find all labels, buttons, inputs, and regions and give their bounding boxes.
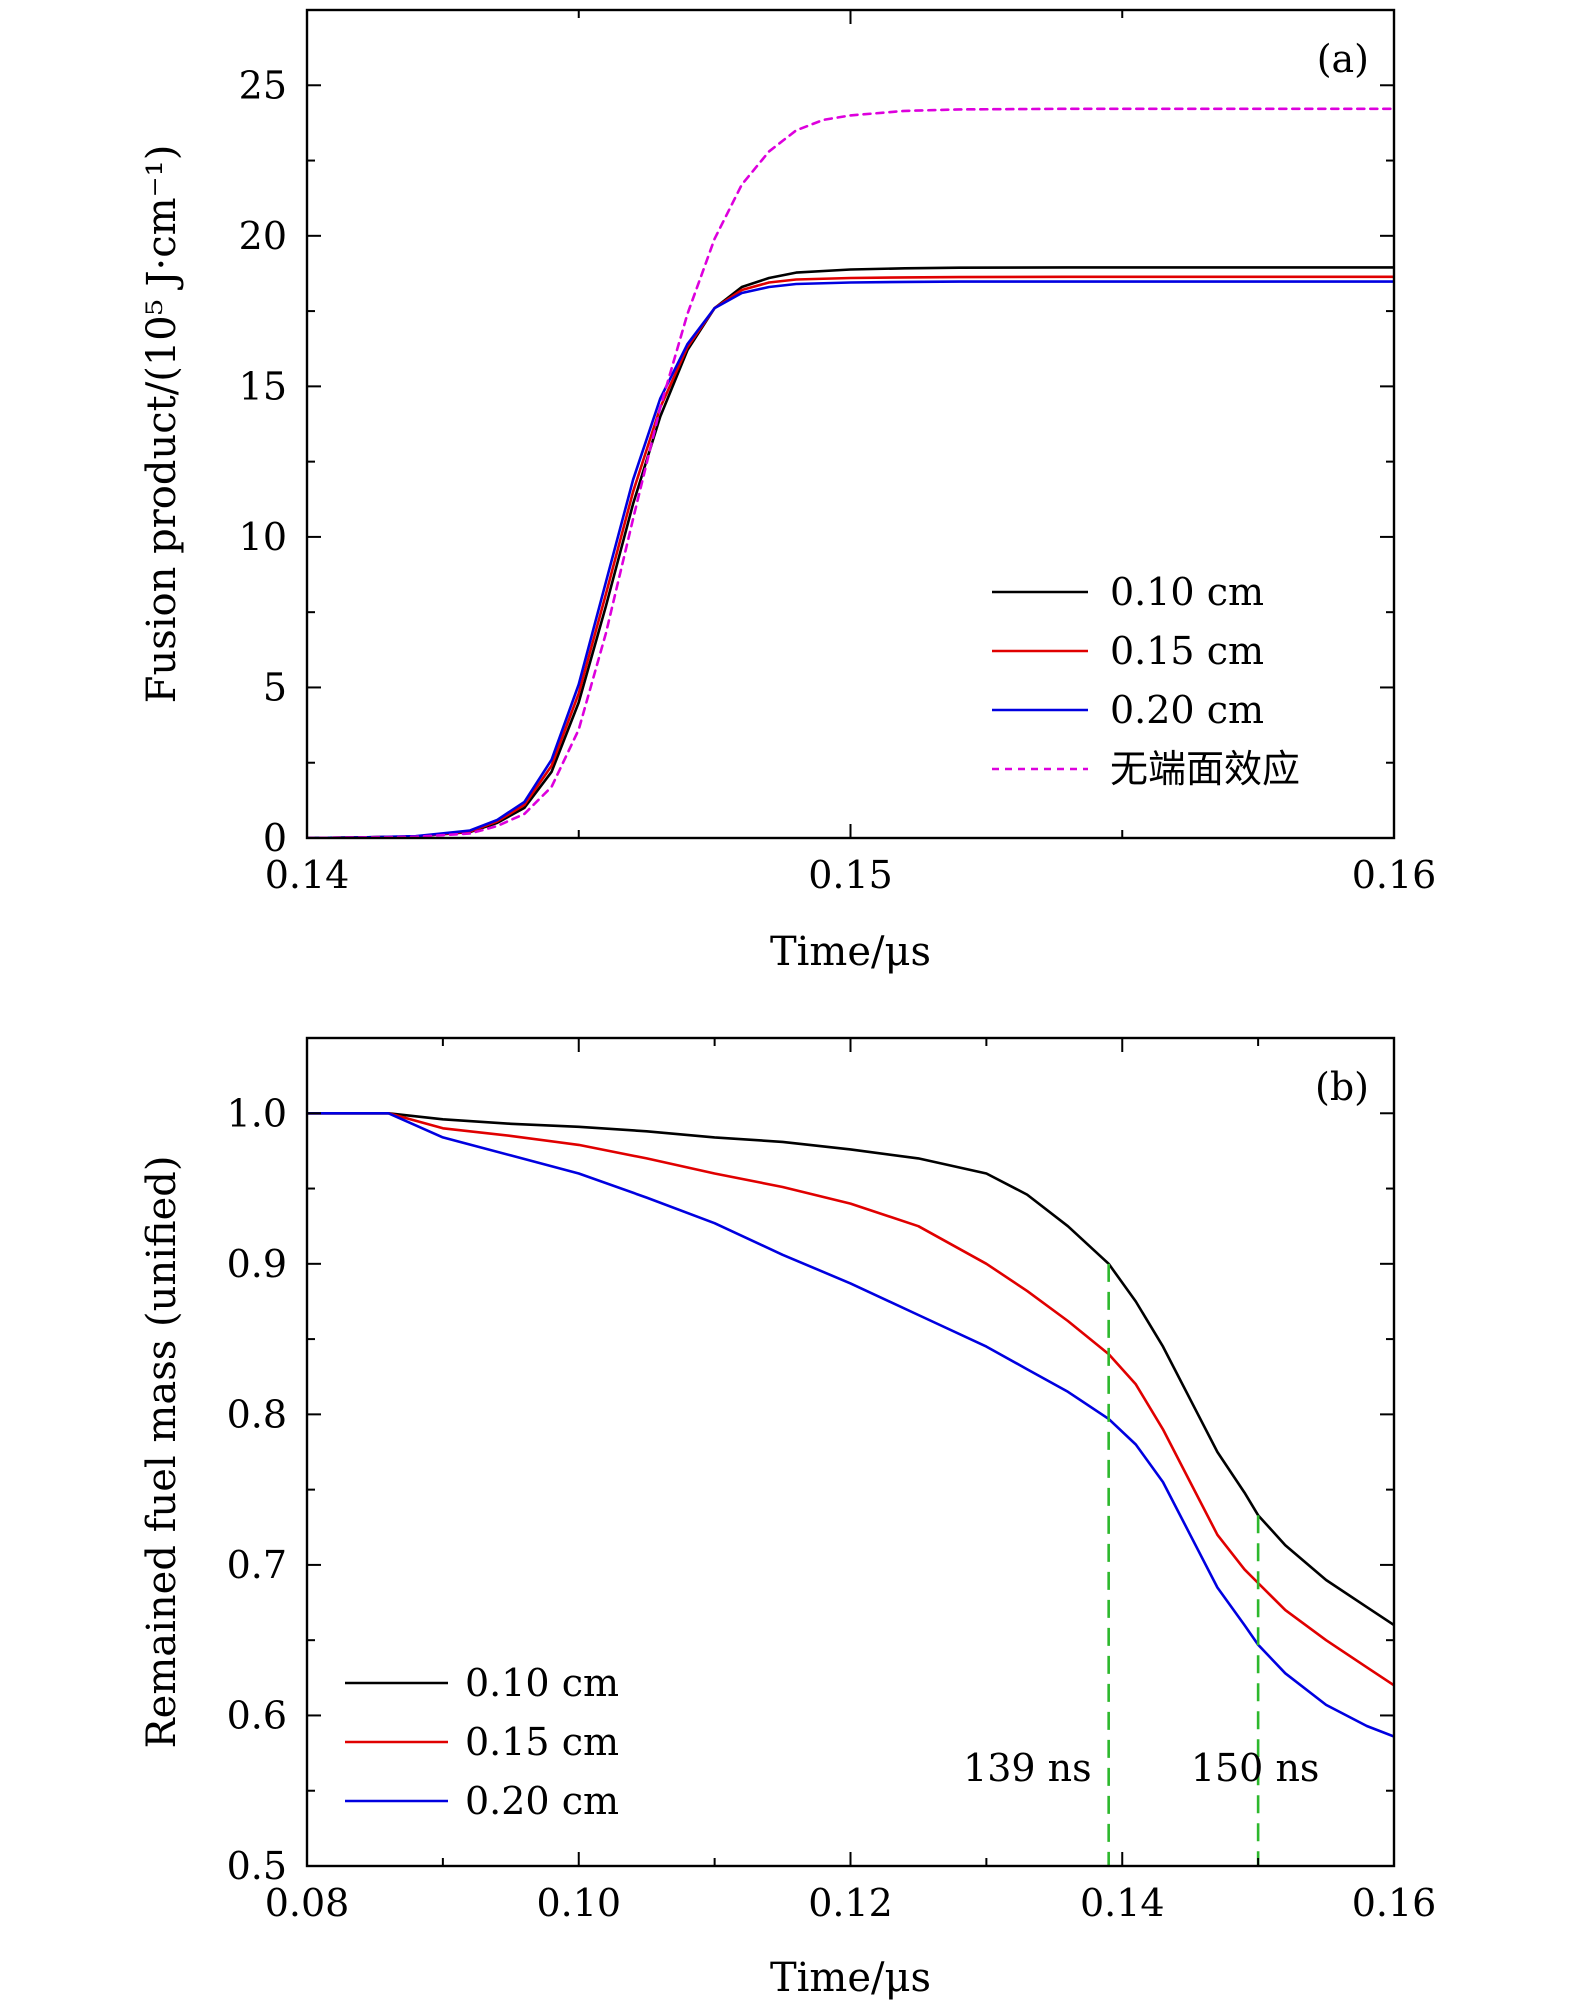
x-tick-label: 0.12 [808,1881,893,1925]
x-tick-label: 0.14 [265,853,350,897]
y-tick-label: 0 [263,816,287,860]
y-tick-label: 25 [239,63,287,107]
y-axis-label: Remained fuel mass (unified) [139,1156,185,1749]
legend-label: 0.15 cm [1110,629,1264,673]
legend-label: 0.10 cm [1110,570,1264,614]
series-line-0.20-cm [307,1112,1394,1738]
marker-label-139-ns: 139 ns [963,1746,1092,1790]
y-axis-label: Fusion product/(10⁵ J·cm⁻¹) [139,145,185,704]
legend: 0.10 cm 0.15 cm 0.20 cm 无端面效应 [992,570,1300,791]
series-line-0.20-cm [307,280,1394,838]
y-tick-label: 0.8 [227,1392,287,1436]
x-axis-label: Time/μs [770,1955,931,2001]
y-tick-label: 1.0 [227,1091,287,1135]
x-tick-label: 0.16 [1352,853,1437,897]
legend-label: 0.10 cm [465,1661,619,1705]
chart-panel-a: 0.14 0.15 0.16 0 5 10 15 20 25 Time/μs Fusion prod… [139,8,1437,975]
marker-label-150-ns: 150 ns [1191,1746,1320,1790]
y-tick-label: 15 [239,364,287,408]
panel-label: (b) [1315,1065,1369,1109]
x-tick-label: 0.14 [1080,1881,1165,1925]
y-tick-label: 0.5 [227,1844,287,1888]
x-axis-label: Time/μs [770,929,931,975]
series-line-0.15-cm [307,1112,1394,1687]
legend-label: 无端面效应 [1110,747,1300,791]
x-tick-label: 0.15 [808,853,893,897]
series-line-无端面效应 [307,107,1394,838]
series-line-0.10-cm [307,1112,1394,1627]
panel-label: (a) [1317,37,1369,81]
legend-label: 0.20 cm [1110,688,1264,732]
y-tick-label: 0.7 [227,1543,287,1587]
legend-label: 0.20 cm [465,1779,619,1823]
x-tick-label: 0.10 [536,1881,621,1925]
y-tick-label: 0.9 [227,1242,287,1286]
x-tick-label: 0.08 [265,1881,350,1925]
legend: 0.10 cm 0.15 cm 0.20 cm [345,1661,619,1823]
legend-label: 0.15 cm [465,1720,619,1764]
y-tick-label: 10 [239,515,287,559]
x-tick-label: 0.16 [1352,1881,1437,1925]
y-tick-label: 5 [263,665,287,709]
chart-panel-b: 139 ns 150 ns 0.08 0.10 0.12 0.14 0.16 0.5 0.6 0.… [139,1036,1437,2001]
y-tick-label: 0.6 [227,1693,287,1737]
y-tick-label: 20 [239,214,287,258]
